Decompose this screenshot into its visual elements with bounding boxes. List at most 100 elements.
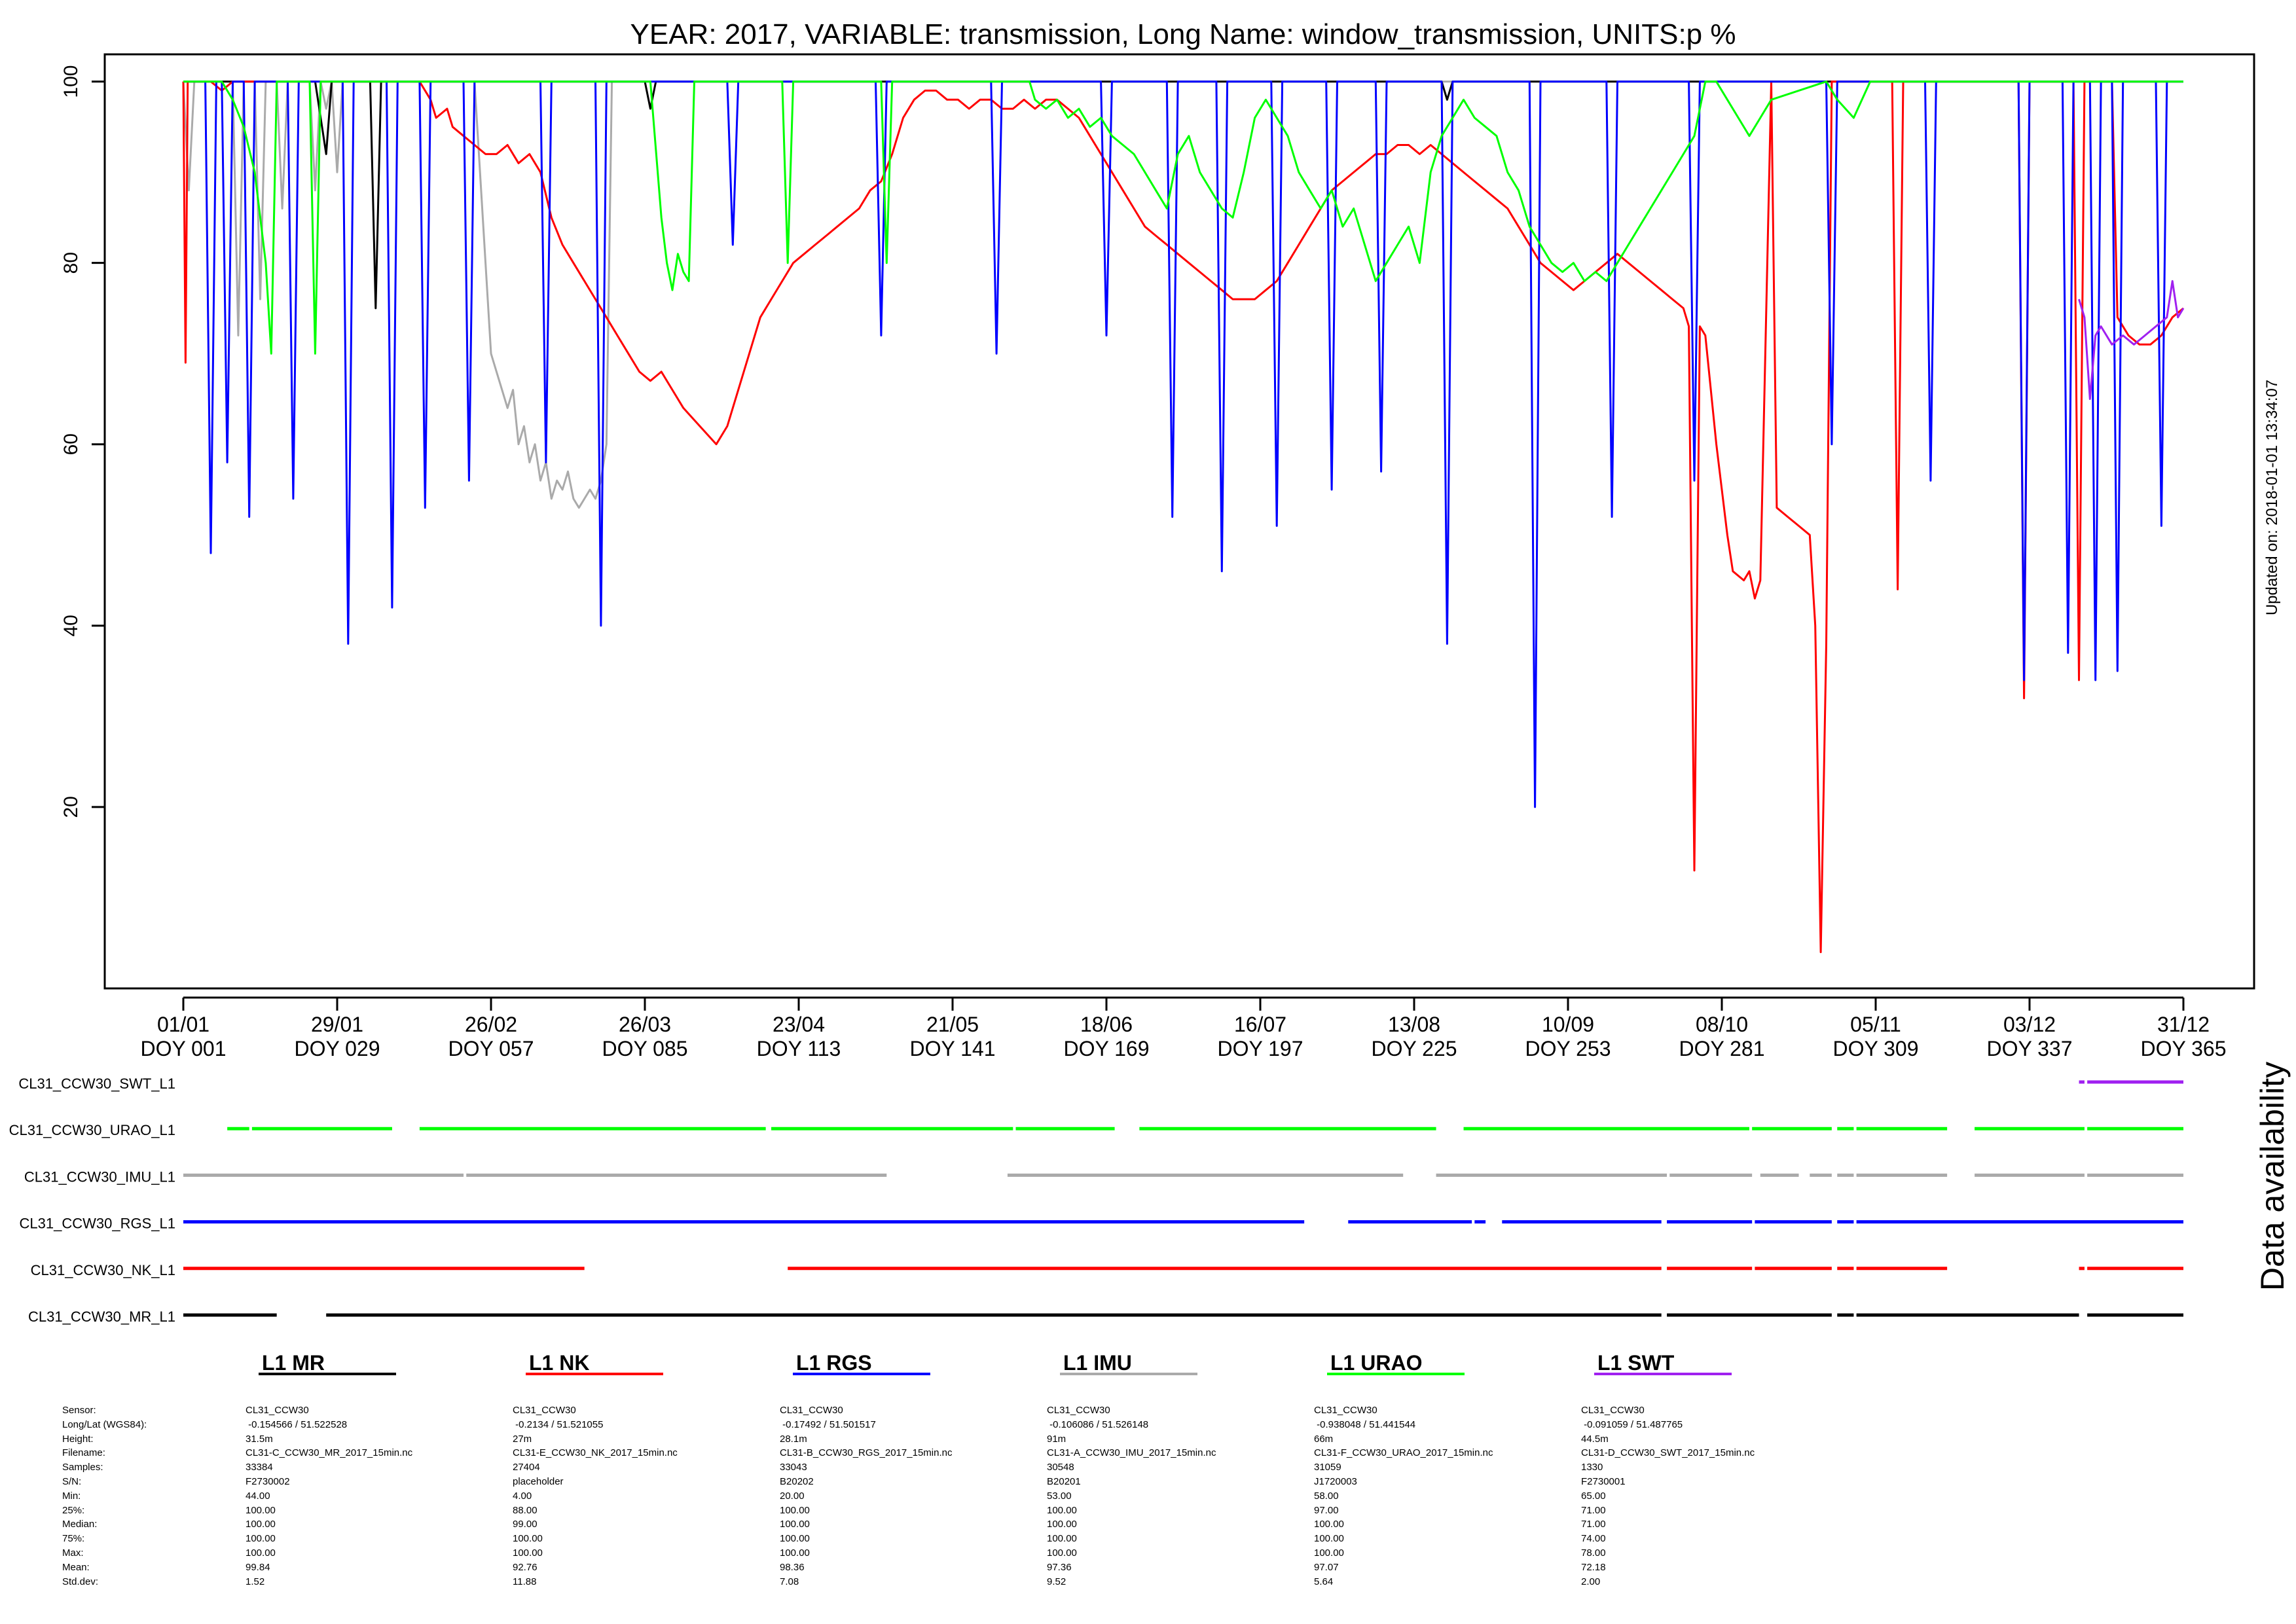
stat-value-longlat: -0.938048 / 51.441544: [1314, 1418, 1416, 1430]
stat-label: Height:: [62, 1433, 94, 1445]
stat-value-min: 44.00: [246, 1490, 270, 1502]
series-rgs-line: [183, 81, 2183, 808]
stat-label: Filename:: [62, 1447, 105, 1459]
stat-value-q25: 100.00: [1047, 1504, 1077, 1516]
stat-value-max: 100.00: [246, 1547, 276, 1559]
stat-value-q75: 74.00: [1581, 1533, 1606, 1545]
stats-labels: Sensor: Long/Lat (WGS84): Height: Filename:…: [62, 1403, 147, 1589]
stat-value-max: 100.00: [1314, 1547, 1344, 1559]
x-tick-date-141: 21/05: [926, 1013, 979, 1036]
x-tick-date-365: 31/12: [2157, 1013, 2210, 1036]
y-tick-label-100: 100: [60, 65, 82, 98]
x-tick-date-197: 16/07: [1234, 1013, 1286, 1036]
stats-column-nk: CL31_CCW30 -0.2134 / 51.521055 27m CL31-E_…: [513, 1403, 678, 1589]
x-tick-date-337: 03/12: [2003, 1013, 2056, 1036]
x-tick-doy-309: DOY 309: [1832, 1037, 1918, 1060]
x-tick-doy-85: DOY 085: [602, 1037, 687, 1060]
stat-value-median: 100.00: [1314, 1519, 1344, 1530]
stat-value-mean: 97.36: [1047, 1561, 1072, 1573]
y-tick-label-20: 20: [60, 796, 82, 818]
stat-value-sensor: CL31_CCW30: [1581, 1405, 1645, 1416]
stat-value-q75: 100.00: [513, 1533, 543, 1545]
x-tick-doy-197: DOY 197: [1217, 1037, 1303, 1060]
stat-value-min: 20.00: [780, 1490, 805, 1502]
stat-value-max: 100.00: [513, 1547, 543, 1559]
stat-value-std: 5.64: [1314, 1576, 1334, 1587]
stat-value-height: 44.5m: [1581, 1433, 1609, 1445]
legend-label-urao: L1 URAO: [1330, 1351, 1422, 1375]
x-tick-doy-169: DOY 169: [1063, 1037, 1149, 1060]
stat-value-median: 99.00: [513, 1519, 538, 1530]
series-mr-line: [183, 81, 2183, 310]
x-tick-doy-281: DOY 281: [1679, 1037, 1764, 1060]
stat-value-max: 100.00: [780, 1547, 810, 1559]
stat-value-q25: 100.00: [780, 1504, 810, 1516]
stat-value-mean: 97.07: [1314, 1561, 1339, 1573]
stat-value-longlat: -0.106086 / 51.526148: [1047, 1418, 1149, 1430]
stat-label: Max:: [62, 1547, 84, 1559]
stat-value-min: 4.00: [513, 1490, 532, 1502]
stat-value-std: 7.08: [780, 1576, 799, 1587]
stat-value-filename: CL31-A_CCW30_IMU_2017_15min.nc: [1047, 1447, 1216, 1459]
x-tick-date-85: 26/03: [619, 1013, 671, 1036]
stat-value-filename: CL31-E_CCW30_NK_2017_15min.nc: [513, 1447, 678, 1459]
series-layer: [182, 81, 2185, 954]
stats-column-imu: CL31_CCW30 -0.106086 / 51.526148 91m CL31-…: [1047, 1403, 1216, 1589]
x-tick-date-253: 10/09: [1542, 1013, 1594, 1036]
stat-value-samples: 31059: [1314, 1462, 1341, 1473]
stat-value-median: 100.00: [246, 1519, 276, 1530]
stat-value-mean: 98.36: [780, 1561, 805, 1573]
stat-label: Min:: [62, 1490, 81, 1502]
stat-value-longlat: -0.2134 / 51.521055: [513, 1418, 604, 1430]
stat-value-min: 65.00: [1581, 1490, 1606, 1502]
chart-title: YEAR: 2017, VARIABLE: transmission, Long…: [630, 18, 1736, 50]
stat-value-sensor: CL31_CCW30: [513, 1405, 576, 1416]
stat-value-std: 11.88: [513, 1576, 537, 1587]
stat-label: Median:: [62, 1519, 98, 1530]
stat-value-samples: 27404: [513, 1462, 540, 1473]
stat-value-median: 100.00: [780, 1519, 810, 1530]
x-tick-date-1: 01/01: [157, 1013, 210, 1036]
x-tick-doy-365: DOY 365: [2140, 1037, 2226, 1060]
stat-value-q75: 100.00: [246, 1533, 276, 1545]
stat-value-sensor: CL31_CCW30: [780, 1405, 843, 1416]
stat-value-min: 58.00: [1314, 1490, 1339, 1502]
stat-value-q75: 100.00: [1314, 1533, 1344, 1545]
stat-value-filename: CL31-D_CCW30_SWT_2017_15min.nc: [1581, 1447, 1755, 1459]
stat-label: S/N:: [62, 1475, 82, 1487]
legend-label-swt: L1 SWT: [1597, 1351, 1675, 1375]
stat-value-sn: placeholder: [513, 1475, 564, 1487]
stat-label: Long/Lat (WGS84):: [62, 1418, 147, 1430]
stat-value-max: 78.00: [1581, 1547, 1606, 1559]
series-swt-line: [2078, 280, 2185, 400]
stat-value-sn: F2730001: [1581, 1475, 1626, 1487]
availability-label-mr: CL31_CCW30_MR_L1: [28, 1308, 175, 1325]
stat-value-longlat: -0.091059 / 51.487765: [1581, 1418, 1683, 1430]
x-tick-date-29: 29/01: [311, 1013, 363, 1036]
legend-label-rgs: L1 RGS: [796, 1351, 872, 1375]
stat-value-q25: 71.00: [1581, 1504, 1606, 1516]
x-tick-date-225: 13/08: [1388, 1013, 1440, 1036]
stat-label: Sensor:: [62, 1405, 96, 1416]
stat-value-min: 53.00: [1047, 1490, 1072, 1502]
stat-value-sensor: CL31_CCW30: [1314, 1405, 1377, 1416]
stat-value-samples: 33384: [246, 1462, 273, 1473]
y-axis: 20 40 60 80 100: [60, 65, 105, 818]
y-tick-label-80: 80: [60, 252, 82, 274]
stat-value-height: 31.5m: [246, 1433, 273, 1445]
availability-label-rgs: CL31_CCW30_RGS_L1: [20, 1216, 175, 1232]
stat-value-mean: 72.18: [1581, 1561, 1606, 1573]
stat-value-height: 27m: [513, 1433, 532, 1445]
stat-value-height: 91m: [1047, 1433, 1066, 1445]
stat-label: Std.dev:: [62, 1576, 99, 1587]
stats-column-rgs: CL31_CCW30 -0.17492 / 51.501517 28.1m CL31…: [780, 1403, 952, 1589]
stat-value-std: 2.00: [1581, 1576, 1601, 1587]
updated-timestamp: Updated on: 2018-01-01 13:34:07: [2263, 380, 2281, 615]
series-imu-line: [182, 81, 2183, 509]
stat-label: Samples:: [62, 1462, 103, 1473]
plot-frame: [103, 53, 2255, 990]
stat-value-filename: CL31-B_CCW30_RGS_2017_15min.nc: [780, 1447, 953, 1459]
legend-label-mr: L1 MR: [262, 1351, 325, 1375]
